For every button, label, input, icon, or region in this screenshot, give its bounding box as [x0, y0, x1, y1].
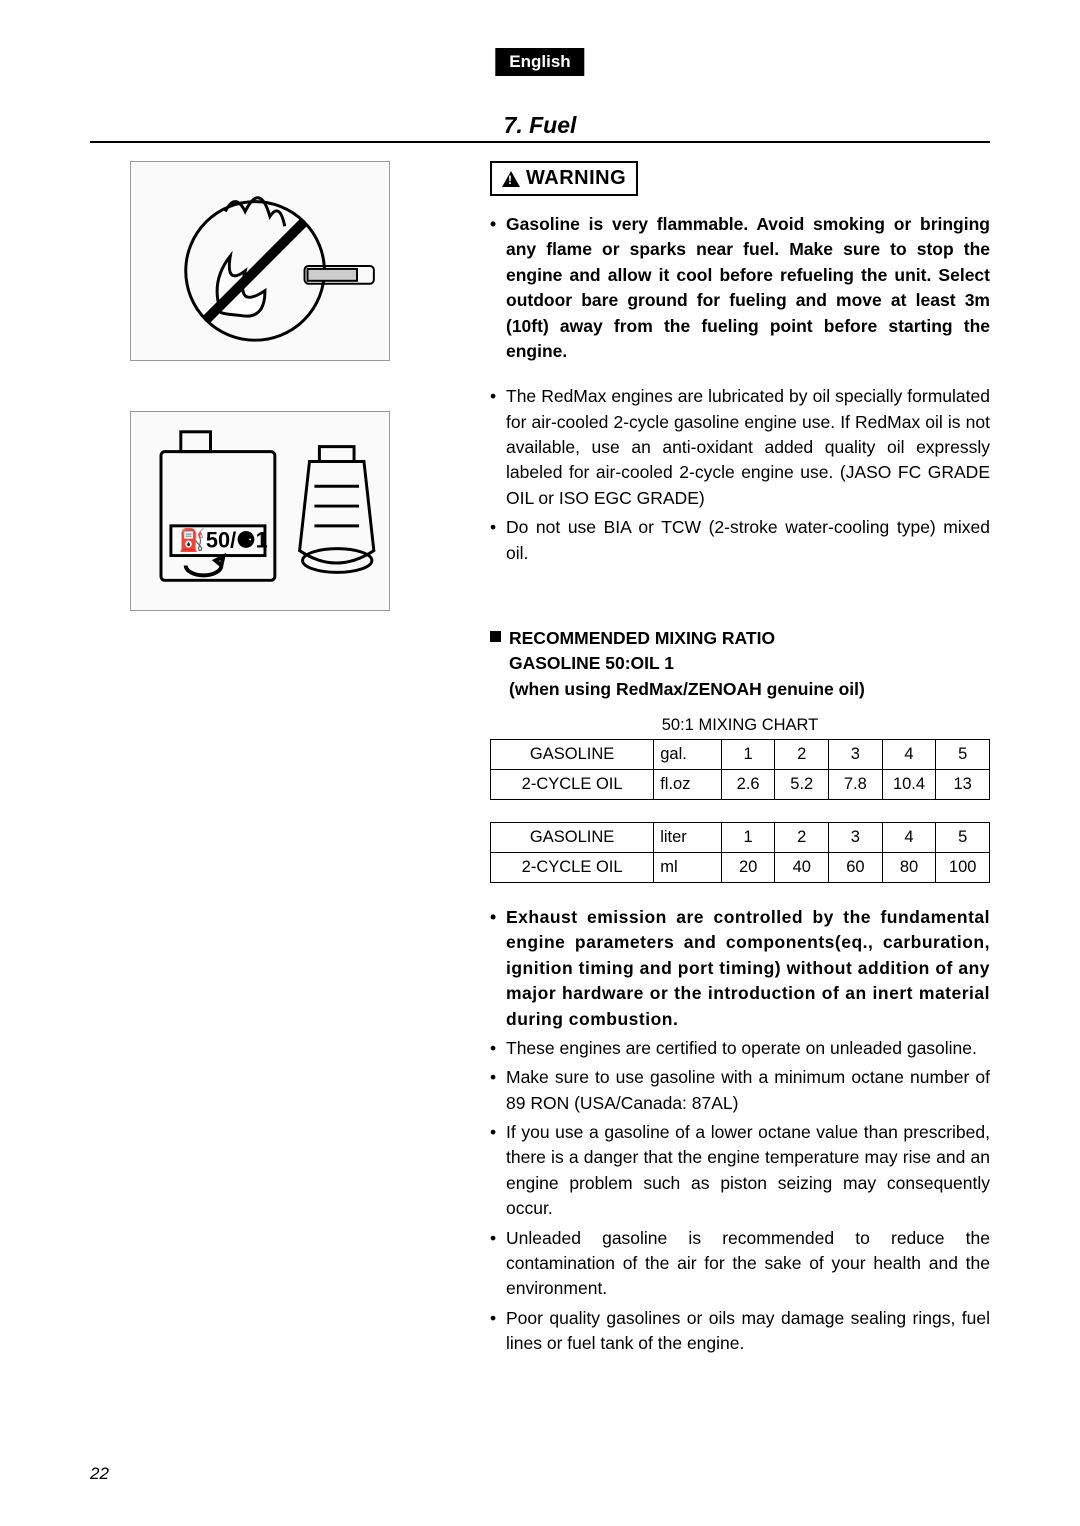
warning-bullet: Gasoline is very flammable. Avoid smokin… [490, 212, 990, 364]
cell-val: 5.2 [775, 770, 829, 800]
table-row: GASOLINE gal. 1 2 3 4 5 [491, 740, 990, 770]
cell-val: 2 [775, 823, 829, 853]
cell-val: 3 [829, 740, 883, 770]
mix-heading-line: GASOLINE 50:OIL 1 [509, 651, 865, 676]
cell-val: 10.4 [882, 770, 936, 800]
table-row: 2-CYCLE OIL ml 20 40 60 80 100 [491, 853, 990, 883]
svg-text:⛽50/⚈1: ⛽50/⚈1 [179, 528, 268, 553]
info-bullet-list: The RedMax engines are lubricated by oil… [490, 384, 990, 566]
cell-val: 1 [721, 740, 775, 770]
cell-val: 4 [882, 740, 936, 770]
cell-val: 5 [936, 823, 990, 853]
square-bullet-icon [490, 631, 501, 642]
cell-val: 60 [829, 853, 883, 883]
bottom-bullet: Unleaded gasoline is recommended to redu… [490, 1226, 990, 1302]
cell-label: GASOLINE [491, 823, 654, 853]
cell-val: 4 [882, 823, 936, 853]
cell-val: 80 [882, 853, 936, 883]
cell-val: 100 [936, 853, 990, 883]
cell-unit: gal. [654, 740, 722, 770]
figure-fuel-mix: ⛽50/⚈1 [130, 411, 390, 611]
mix-heading-block: RECOMMENDED MIXING RATIO GASOLINE 50:OIL… [490, 626, 990, 702]
table-row: 2-CYCLE OIL fl.oz 2.6 5.2 7.8 10.4 13 [491, 770, 990, 800]
warning-label: WARNING [526, 167, 626, 190]
content-columns: ⛽50/⚈1 WARNING Gasoline is very flammabl… [90, 161, 990, 1360]
mix-heading-line: (when using RedMax/ZENOAH genuine oil) [509, 677, 865, 702]
chart-caption: 50:1 MIXING CHART [490, 716, 990, 735]
cell-val: 5 [936, 740, 990, 770]
mixing-table-liter: GASOLINE liter 1 2 3 4 5 2-CYCLE OIL ml … [490, 822, 990, 883]
cell-val: 13 [936, 770, 990, 800]
cell-label: GASOLINE [491, 740, 654, 770]
bottom-bullet: Exhaust emission are controlled by the f… [490, 905, 990, 1032]
cell-val: 20 [721, 853, 775, 883]
cell-unit: liter [654, 823, 722, 853]
info-bullet: The RedMax engines are lubricated by oil… [490, 384, 990, 511]
cell-unit: ml [654, 853, 722, 883]
right-column: WARNING Gasoline is very flammable. Avoi… [490, 161, 990, 1360]
figure-no-fire [130, 161, 390, 361]
bottom-bullet: Poor quality gasolines or oils may damag… [490, 1306, 990, 1357]
language-badge: English [495, 48, 584, 76]
table-row: GASOLINE liter 1 2 3 4 5 [491, 823, 990, 853]
cell-val: 3 [829, 823, 883, 853]
cell-val: 7.8 [829, 770, 883, 800]
mix-heading: RECOMMENDED MIXING RATIO GASOLINE 50:OIL… [509, 626, 865, 702]
cell-label: 2-CYCLE OIL [491, 853, 654, 883]
bottom-bullet-list: Exhaust emission are controlled by the f… [490, 905, 990, 1356]
warning-icon [502, 171, 520, 187]
mixing-table-gal: GASOLINE gal. 1 2 3 4 5 2-CYCLE OIL fl.o… [490, 739, 990, 800]
cell-unit: fl.oz [654, 770, 722, 800]
cell-label: 2-CYCLE OIL [491, 770, 654, 800]
left-column: ⛽50/⚈1 [90, 161, 460, 1360]
cell-val: 1 [721, 823, 775, 853]
mix-heading-line: RECOMMENDED MIXING RATIO [509, 626, 865, 651]
cell-val: 2.6 [721, 770, 775, 800]
cell-val: 2 [775, 740, 829, 770]
page-number: 22 [90, 1464, 109, 1484]
bottom-bullet: These engines are certified to operate o… [490, 1036, 990, 1061]
cell-val: 40 [775, 853, 829, 883]
bottom-bullet: Make sure to use gasoline with a minimum… [490, 1065, 990, 1116]
warning-bullet-list: Gasoline is very flammable. Avoid smokin… [490, 212, 990, 364]
warning-box: WARNING [490, 161, 638, 196]
section-title: 7. Fuel [90, 82, 990, 143]
info-bullet: Do not use BIA or TCW (2-stroke water-co… [490, 515, 990, 566]
bottom-bullet: If you use a gasoline of a lower octane … [490, 1120, 990, 1222]
